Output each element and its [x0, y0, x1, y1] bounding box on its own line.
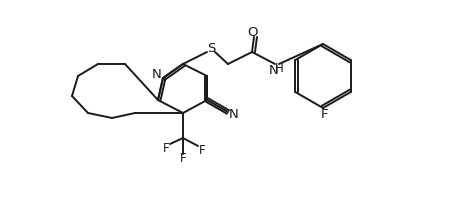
Text: F: F	[199, 143, 205, 157]
Text: N: N	[269, 64, 279, 76]
Text: H: H	[275, 62, 283, 76]
Text: N: N	[152, 68, 162, 81]
Text: F: F	[321, 108, 329, 121]
Text: F: F	[180, 152, 186, 165]
Text: N: N	[229, 108, 239, 121]
Text: F: F	[163, 141, 169, 154]
Text: O: O	[248, 25, 258, 38]
Text: S: S	[207, 43, 215, 56]
